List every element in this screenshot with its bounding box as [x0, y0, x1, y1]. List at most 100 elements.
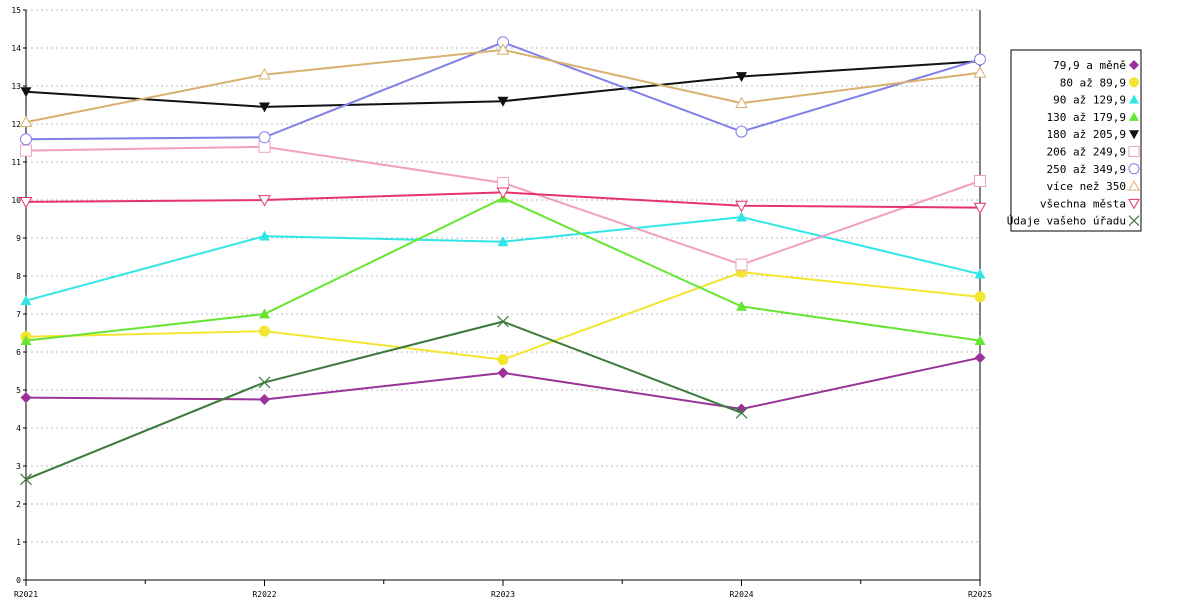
legend-marker: [1128, 198, 1140, 210]
legend-marker: [1128, 163, 1140, 175]
legend-entry-label: Údaje vašeho úřadu: [1007, 215, 1126, 228]
series-line: [25, 196, 981, 342]
series-2: [20, 211, 986, 306]
data-point: [20, 392, 32, 404]
data-point: [497, 236, 509, 247]
y-tick-label: 15: [11, 6, 21, 15]
legend: 79,9 a měně 80 až 89,9 90 až 129,9 130 až 1…: [1007, 49, 1142, 232]
x-tick-label: R2025: [968, 590, 992, 599]
data-point: [974, 175, 986, 187]
series-5: [20, 140, 986, 271]
legend-entry-label: 250 až 349,9: [1047, 163, 1126, 176]
series-7: [19, 43, 987, 127]
x-tick-label: R2021: [14, 590, 38, 599]
x-tick-label: R2023: [491, 590, 515, 599]
data-point: [974, 53, 986, 66]
data-point: [973, 66, 987, 78]
series-line: [25, 216, 981, 302]
legend-entry-label: 180 až 205,9: [1047, 128, 1126, 141]
y-tick-label: 12: [11, 120, 21, 129]
data-point: [735, 200, 748, 213]
data-point: [20, 144, 32, 157]
data-point: [497, 315, 509, 328]
legend-entry-label: 130 až 179,9: [1047, 111, 1126, 124]
legend-entry-label: všechna města: [1040, 197, 1126, 210]
series-8: [19, 187, 987, 215]
data-point: [736, 211, 747, 222]
data-point: [259, 230, 270, 241]
legend-entry-label: 90 až 129,9: [1053, 94, 1126, 107]
data-point: [20, 295, 32, 306]
data-point: [973, 202, 987, 215]
data-point: [735, 406, 748, 419]
data-point: [497, 354, 509, 366]
data-point: [258, 195, 271, 207]
series-4: [20, 56, 986, 113]
data-point: [19, 115, 33, 127]
data-point: [736, 72, 747, 82]
data-point: [496, 187, 510, 199]
legend-entry-label: 79,9 a měně: [1053, 59, 1126, 72]
data-point: [258, 131, 271, 144]
y-tick-label: 1: [16, 538, 21, 547]
data-point: [20, 473, 32, 486]
legend-marker: [1129, 94, 1139, 104]
legend-marker: [1129, 111, 1139, 121]
x-tick-labels: R2021 R2022 R2023 R2024 R2025: [14, 590, 992, 599]
series-1: [20, 266, 986, 366]
y-tick-label: 10: [11, 196, 21, 205]
data-point: [974, 268, 986, 279]
data-point: [735, 258, 748, 271]
y-tick-label: 5: [16, 386, 21, 395]
data-point: [497, 367, 509, 379]
data-point: [258, 376, 271, 389]
data-point: [735, 125, 748, 138]
series-group: [19, 36, 987, 486]
data-point: [496, 43, 510, 55]
series-line: [25, 356, 981, 411]
legend-entry-label: více než 350: [1047, 180, 1126, 193]
axes: [23, 9, 981, 586]
series-6: [20, 36, 986, 146]
y-tick-label: 3: [16, 462, 21, 471]
data-point: [259, 102, 270, 113]
legend-marker: [1128, 180, 1140, 191]
series-line: [25, 320, 742, 481]
legend-marker: [1128, 146, 1140, 157]
y-tick-label: 8: [16, 272, 21, 281]
y-tick-label: 9: [16, 234, 21, 243]
data-point: [735, 96, 748, 108]
data-point: [259, 394, 270, 405]
y-tick-label: 13: [11, 82, 21, 91]
y-tick-label: 0: [16, 576, 21, 585]
data-point: [974, 335, 986, 345]
y-tick-label: 6: [16, 348, 21, 357]
legend-entry-label: 206 až 249,9: [1047, 146, 1126, 159]
legend-marker: [1129, 60, 1139, 70]
y-tick-label: 11: [11, 158, 21, 167]
series-9: [20, 315, 748, 486]
legend-marker: [1128, 215, 1140, 227]
x-tick-label: R2024: [729, 590, 753, 599]
data-point: [259, 325, 270, 337]
series-line: [25, 271, 981, 361]
data-point: [974, 352, 986, 364]
grid-lines: [26, 9, 980, 543]
x-tick-label: R2022: [252, 590, 276, 599]
data-point: [259, 308, 270, 319]
data-point: [20, 133, 32, 146]
legend-marker: [1129, 130, 1139, 140]
data-point: [20, 87, 32, 98]
legend-marker: [1129, 77, 1139, 88]
y-tick-label: 4: [16, 424, 21, 433]
data-point: [497, 176, 509, 189]
legend-box: [1010, 49, 1142, 232]
y-tick-label: 14: [11, 44, 21, 53]
legend-entry-label: 80 až 89,9: [1060, 76, 1126, 89]
series-0: [20, 352, 986, 415]
data-point: [736, 300, 747, 311]
y-tick-label: 2: [16, 500, 21, 509]
data-point: [974, 291, 986, 303]
